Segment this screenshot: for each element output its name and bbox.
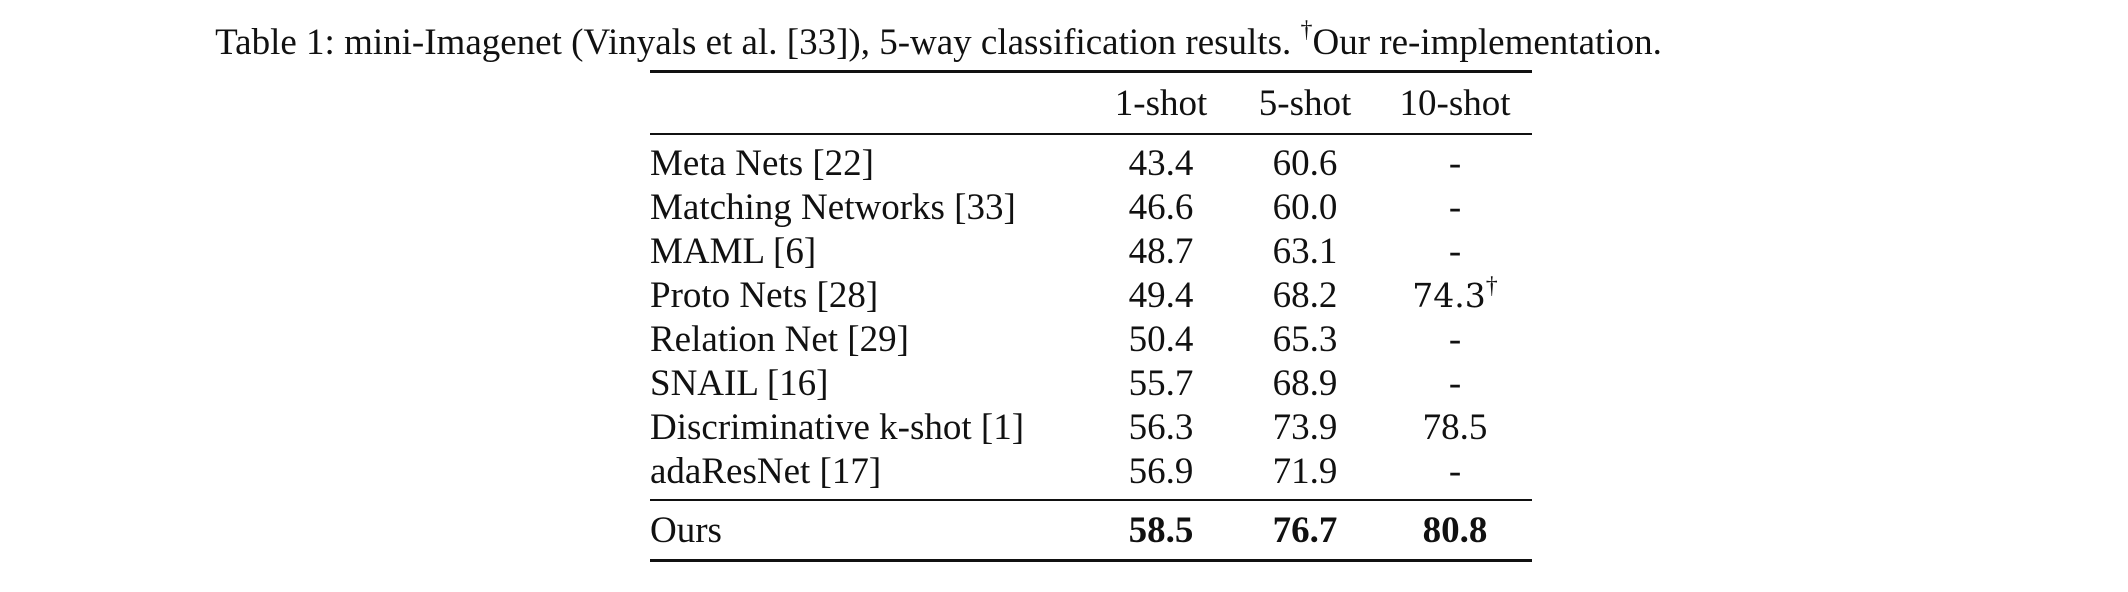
header-method	[650, 72, 1090, 135]
shot5-cell: 71.9	[1272, 450, 1338, 492]
shot10-cell: -	[1448, 450, 1462, 492]
table-row: Meta Nets [22] 43.4 60.6 -	[650, 134, 1532, 185]
ours-row: Ours 58.5 76.7 80.8	[650, 500, 1532, 561]
ours-shot5-cell: 76.7	[1272, 509, 1338, 551]
ours-shot1-cell: 58.5	[1128, 509, 1194, 551]
table-row: Relation Net [29] 50.4 65.3 -	[650, 317, 1532, 361]
caption-dagger: †	[1300, 16, 1313, 43]
table-row: Matching Networks [33] 46.6 60.0 -	[650, 185, 1532, 229]
header-1-shot: 1-shot	[1114, 82, 1208, 124]
shot5-cell: 60.6	[1272, 142, 1338, 184]
method-cell: Meta Nets [22]	[650, 142, 874, 184]
table-body: Meta Nets [22] 43.4 60.6 - Matching Netw…	[650, 134, 1532, 500]
header-row: 1-shot 5-shot 10-shot	[650, 71, 1532, 135]
caption-suffix: Our re-implementation.	[1312, 22, 1662, 63]
shot1-cell: 56.9	[1128, 450, 1194, 492]
table-row: MAML [6] 48.7 63.1 -	[650, 229, 1532, 273]
shot1-cell: 50.4	[1128, 318, 1194, 360]
results-table-container: 1-shot 5-shot 10-shot Meta Nets [22] 43.…	[650, 70, 1532, 562]
shot5-cell: 63.1	[1272, 230, 1338, 272]
ours-shot10-cell: 80.8	[1422, 509, 1488, 551]
method-cell: MAML [6]	[650, 230, 817, 272]
table-ours-section: Ours 58.5 76.7 80.8	[650, 500, 1532, 561]
header-5-shot: 5-shot	[1258, 82, 1352, 124]
table-row: Discriminative k-shot [1] 56.3 73.9 78.5	[650, 405, 1532, 449]
method-cell: Relation Net [29]	[650, 318, 909, 360]
table-caption: Table 1: mini-Imagenet (Vinyals et al. […	[0, 16, 1877, 66]
shot1-cell: 43.4	[1128, 142, 1194, 184]
shot5-cell: 68.2	[1272, 274, 1338, 316]
shot10-cell: 78.5	[1422, 406, 1488, 448]
method-cell: Discriminative k-shot [1]	[650, 406, 1025, 448]
method-cell: SNAIL [16]	[650, 362, 829, 404]
method-cell: adaResNet [17]	[650, 450, 882, 492]
table-header: 1-shot 5-shot 10-shot	[650, 71, 1532, 135]
shot5-cell: 73.9	[1272, 406, 1338, 448]
method-cell: Proto Nets [28]	[650, 274, 879, 316]
ours-method-cell: Ours	[650, 509, 722, 551]
shot1-cell: 48.7	[1128, 230, 1194, 272]
shot10-cell: -	[1448, 318, 1462, 360]
shot1-cell: 49.4	[1128, 274, 1194, 316]
shot1-cell: 55.7	[1128, 362, 1194, 404]
table-row: adaResNet [17] 56.9 71.9 -	[650, 449, 1532, 500]
dagger-mark: †	[1485, 272, 1498, 299]
shot5-cell: 65.3	[1272, 318, 1338, 360]
shot10-value: 74.3	[1412, 275, 1486, 315]
shot10-cell: -	[1448, 230, 1462, 272]
shot1-cell: 46.6	[1128, 186, 1194, 228]
shot10-cell: -	[1448, 186, 1462, 228]
method-cell: Matching Networks [33]	[650, 186, 1016, 228]
header-10-shot: 10-shot	[1399, 82, 1511, 124]
shot10-cell: 74.3†	[1378, 273, 1532, 317]
shot1-cell: 56.3	[1128, 406, 1194, 448]
table-row: Proto Nets [28] 49.4 68.2 74.3†	[650, 273, 1532, 317]
shot5-cell: 68.9	[1272, 362, 1338, 404]
results-table: 1-shot 5-shot 10-shot Meta Nets [22] 43.…	[650, 70, 1532, 562]
shot10-cell: -	[1448, 362, 1462, 404]
shot5-cell: 60.0	[1272, 186, 1338, 228]
shot10-cell: -	[1448, 142, 1462, 184]
caption-prefix: Table 1: mini-Imagenet (Vinyals et al. […	[215, 22, 1301, 63]
table-row: SNAIL [16] 55.7 68.9 -	[650, 361, 1532, 405]
